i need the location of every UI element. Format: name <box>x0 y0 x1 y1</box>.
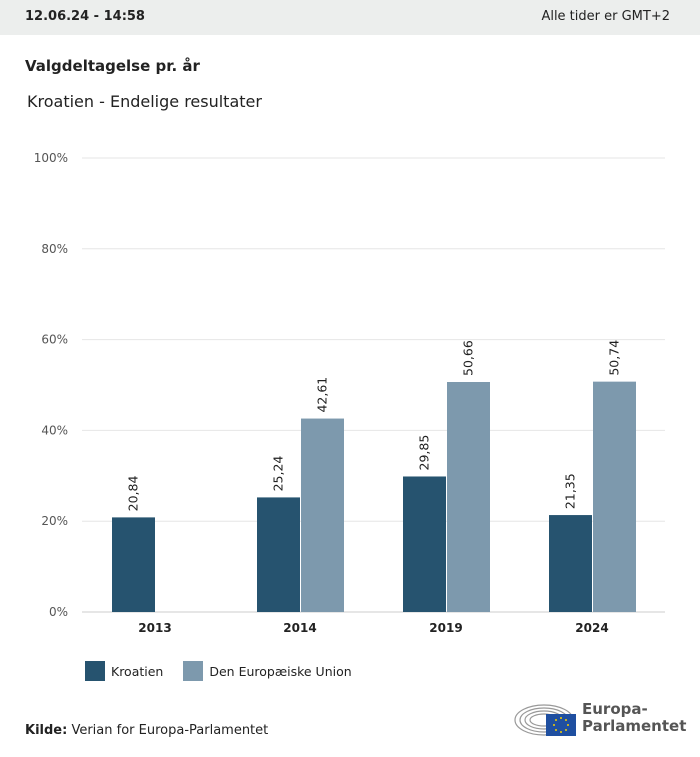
legend-swatch <box>85 661 105 681</box>
y-tick-label: 80% <box>41 242 68 256</box>
source-label: Kilde: <box>25 723 68 738</box>
bar-kroatien <box>549 515 592 612</box>
logo-text: Europa- Parlamentet <box>582 700 687 735</box>
y-tick-label: 20% <box>41 514 68 528</box>
source-note: Kilde: Verian for Europa-Parlamentet <box>25 723 268 738</box>
bar-kroatien <box>257 497 300 612</box>
bar-eu <box>593 381 636 612</box>
chart-title: Valgdeltagelse pr. år <box>25 57 200 75</box>
timestamp: 12.06.24 - 14:58 <box>25 9 145 24</box>
data-label: 42,61 <box>315 377 330 413</box>
legend-label: Kroatien <box>111 663 164 679</box>
legend: Kroatien Den Europæiske Union <box>85 661 352 681</box>
y-tick-label: 0% <box>49 605 68 619</box>
legend-item-kroatien[interactable]: Kroatien <box>85 661 163 681</box>
data-label: 25,24 <box>271 456 286 492</box>
top-bar: 12.06.24 - 14:58 Alle tider er GMT+2 <box>0 0 700 35</box>
data-label: 21,35 <box>563 473 578 509</box>
bar-kroatien <box>403 476 446 612</box>
chart-subtitle: Kroatien - Endelige resultater <box>27 92 262 111</box>
bar-chart: 0% 20% 40% 60% 80% 100% 2013 20,84 2014 25,24 42,6… <box>34 151 665 635</box>
y-tick-label: 60% <box>41 333 68 347</box>
legend-label: Den Europæiske Union <box>209 663 352 679</box>
data-label: 50,74 <box>607 340 622 376</box>
timezone-note: Alle tider er GMT+2 <box>541 9 670 24</box>
x-tick-label: 2014 <box>283 621 316 635</box>
hemicycle-eu-flag-icon <box>514 704 576 736</box>
data-label: 50,66 <box>461 340 476 376</box>
y-tick-label: 100% <box>34 151 68 165</box>
legend-item-eu[interactable]: Den Europæiske Union <box>183 661 352 681</box>
bar-eu <box>447 382 490 612</box>
european-parliament-logo: Europa- Parlamentet <box>514 700 686 736</box>
source-text: Verian for Europa-Parlamentet <box>71 723 269 738</box>
data-label: 20,84 <box>126 476 141 512</box>
bar-eu <box>301 418 344 612</box>
legend-swatch <box>183 661 204 681</box>
bar-kroatien <box>112 517 155 612</box>
data-label: 29,85 <box>417 435 432 471</box>
x-tick-label: 2019 <box>429 621 462 635</box>
y-tick-label: 40% <box>41 423 68 437</box>
x-tick-label: 2013 <box>138 621 171 635</box>
x-tick-label: 2024 <box>575 621 608 635</box>
